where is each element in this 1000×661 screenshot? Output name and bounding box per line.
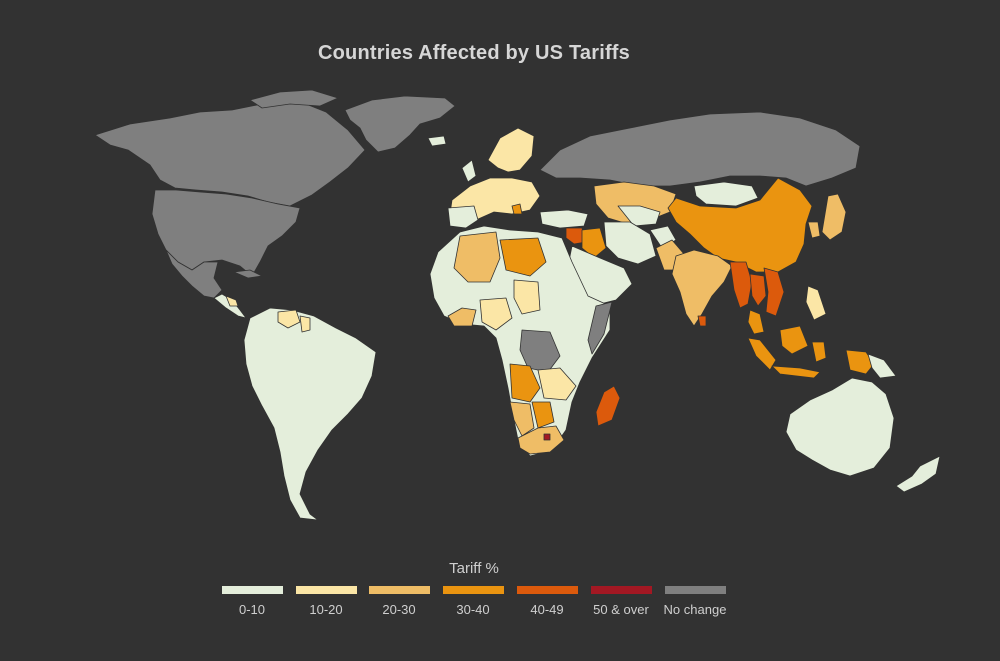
legend-label-50-over: 50 & over xyxy=(593,602,649,617)
country-indonesia-java xyxy=(771,365,821,379)
region-south-america xyxy=(243,307,377,521)
legend-swatch-50-over xyxy=(591,586,652,594)
country-botswana xyxy=(531,401,555,429)
country-angola xyxy=(509,363,541,403)
legend-swatch-no-change xyxy=(665,586,726,594)
country-chad xyxy=(513,279,541,315)
country-iraq xyxy=(581,227,607,259)
country-iceland xyxy=(427,135,447,147)
country-south-korea xyxy=(807,221,821,239)
country-mexico xyxy=(165,249,223,299)
country-iran xyxy=(603,221,657,265)
country-laos-vietnam xyxy=(763,267,785,317)
country-indonesia-papua xyxy=(845,349,875,375)
country-west-africa xyxy=(447,307,477,327)
country-cuba xyxy=(233,269,263,279)
legend-label-40-49: 40-49 xyxy=(530,602,564,617)
country-namibia xyxy=(509,401,535,437)
country-algeria xyxy=(453,231,501,283)
country-sri-lanka xyxy=(697,315,707,327)
legend-title: Tariff % xyxy=(449,560,499,577)
country-indonesia-sumatra xyxy=(747,337,777,371)
legend-swatch-40-49 xyxy=(517,586,578,594)
country-indonesia-sulawesi xyxy=(811,341,827,363)
country-serbia xyxy=(511,203,523,215)
legend-swatch-10-20 xyxy=(296,586,357,594)
country-zambia-region xyxy=(537,367,577,401)
legend-label-10-20: 10-20 xyxy=(309,602,343,617)
country-madagascar xyxy=(595,385,621,427)
legend-label-20-30: 20-30 xyxy=(382,602,416,617)
country-thailand xyxy=(749,273,767,307)
country-india xyxy=(671,249,733,327)
country-venezuela xyxy=(277,309,301,329)
country-libya xyxy=(499,237,547,277)
legend-label-no-change: No change xyxy=(663,602,727,617)
country-mongolia xyxy=(693,181,759,207)
legend-swatch-0-10 xyxy=(222,586,283,594)
country-turkey xyxy=(539,209,589,229)
country-indonesia-borneo xyxy=(779,325,809,355)
legend-label-30-40: 30-40 xyxy=(456,602,490,617)
legend-swatch-30-40 xyxy=(443,586,504,594)
region-arctic-islands xyxy=(249,89,339,109)
country-guyana xyxy=(299,315,311,333)
country-japan xyxy=(821,193,847,241)
country-south-africa xyxy=(517,425,565,455)
legend-swatch-20-30 xyxy=(369,586,430,594)
country-new-zealand xyxy=(895,455,941,493)
region-uk xyxy=(461,159,477,183)
country-myanmar xyxy=(729,261,753,309)
region-iberia xyxy=(447,205,479,229)
map-title: Countries Affected by US Tariffs xyxy=(318,42,630,64)
country-somalia xyxy=(587,301,613,355)
country-australia xyxy=(785,377,895,477)
country-greenland xyxy=(344,95,456,153)
country-nigeria xyxy=(479,297,513,331)
country-syria xyxy=(565,227,587,245)
country-philippines xyxy=(805,285,827,321)
country-png xyxy=(867,353,897,379)
country-nicaragua xyxy=(225,295,239,307)
country-canada xyxy=(94,99,366,207)
country-lesotho xyxy=(543,433,551,441)
legend-label-0-10: 0-10 xyxy=(238,602,266,617)
country-china xyxy=(667,177,813,273)
country-malaysia xyxy=(747,309,765,335)
country-russia xyxy=(539,111,861,187)
region-scandinavia xyxy=(487,127,535,173)
